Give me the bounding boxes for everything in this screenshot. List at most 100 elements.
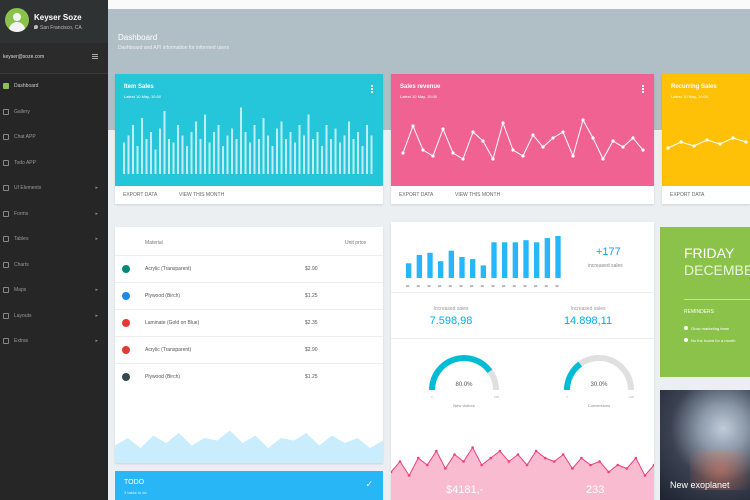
weekly-bar <box>555 236 561 278</box>
menu-toggle-icon[interactable] <box>92 54 98 59</box>
item-sales-bar <box>298 125 301 174</box>
export-data-button[interactable]: EXPORT DATA <box>670 192 705 198</box>
account-row[interactable]: keyser@soze.com <box>0 43 108 74</box>
news-photo-card[interactable]: New exoplanet <box>660 390 750 500</box>
sidebar-item-ui-elements[interactable]: UI Elements ▸ <box>0 176 108 202</box>
weekly-tick <box>459 285 463 287</box>
ui-icon <box>3 185 9 191</box>
item-sales-bar <box>253 125 256 174</box>
sidebar-item-charts[interactable]: Charts <box>0 253 108 279</box>
stat-label-2: Increased sales <box>570 306 606 312</box>
item-sales-bar <box>276 128 279 174</box>
area-series <box>391 447 654 500</box>
weekly-bar <box>427 252 433 278</box>
series-line <box>402 118 644 161</box>
item-sales-bar <box>150 132 153 174</box>
todo-card[interactable]: TODO 3 tasks to do ✓ <box>115 471 383 500</box>
sales-revenue-chart <box>401 118 645 161</box>
weekly-bar <box>459 257 465 278</box>
data-point <box>431 154 435 158</box>
sales-revenue-subtitle: Latest 10 May, 10:00 <box>400 94 438 99</box>
item-sales-bar <box>190 132 193 174</box>
sidebar-item-tables[interactable]: Tables ▸ <box>0 227 108 253</box>
gauge-max-1: 100 <box>494 395 500 399</box>
material-name: Plywood (Birch) <box>145 374 181 380</box>
avatar[interactable] <box>5 8 29 32</box>
table-row[interactable]: Acrylic (Transparent) $2.90 <box>115 336 383 363</box>
data-point <box>705 138 709 142</box>
stat-value-2: 14.898,11 <box>563 315 613 327</box>
data-point <box>652 463 654 467</box>
item-sales-bar <box>303 135 306 174</box>
sidebar-item-dashboard[interactable]: Dashboard <box>0 74 108 100</box>
weekly-tick <box>555 285 559 287</box>
sales-revenue-actions: EXPORT DATA VIEW THIS MONTH <box>391 186 654 204</box>
item-sales-bar <box>132 125 135 174</box>
view-month-button[interactable]: VIEW THIS MONTH <box>179 192 225 198</box>
export-data-button[interactable]: EXPORT DATA <box>399 192 434 198</box>
item-sales-bar <box>222 146 225 174</box>
more-options-icon[interactable] <box>642 85 644 93</box>
sidebar-item-extras[interactable]: Extras ▸ <box>0 329 108 355</box>
item-sales-bar <box>361 146 364 174</box>
data-point <box>501 121 505 125</box>
item-sales-bar <box>334 128 337 174</box>
table-row[interactable]: Plywood (Birch) $1.25 <box>115 363 383 390</box>
sidebar-item-layouts[interactable]: Layouts ▸ <box>0 304 108 330</box>
data-point <box>481 139 485 143</box>
sidebar-item-forms[interactable]: Forms ▸ <box>0 202 108 228</box>
data-point <box>407 474 411 477</box>
data-point <box>461 157 465 161</box>
reminder-item[interactable]: Grow marketing team <box>684 326 729 331</box>
profile-header[interactable]: Keyser Soze San Francisco, CA <box>0 0 108 43</box>
sidebar-item-chat-app[interactable]: Chat APP <box>0 125 108 151</box>
brand-logo-icon <box>122 265 130 273</box>
photo-caption: New exoplanet <box>670 480 730 490</box>
sidebar-item-label: Todo APP <box>14 159 36 166</box>
view-month-button[interactable]: VIEW THIS MONTH <box>455 192 501 198</box>
sidebar-item-label: UI Elements <box>14 185 42 191</box>
item-sales-bar <box>280 121 283 174</box>
weekly-bar <box>470 259 476 278</box>
data-point <box>607 470 610 474</box>
sidebar-item-gallery[interactable]: Gallery <box>0 100 108 126</box>
weekly-bar <box>416 254 422 278</box>
gauge-fill <box>429 355 493 391</box>
more-options-icon[interactable] <box>371 85 373 93</box>
gauge-value-2: 30.0% <box>590 382 608 388</box>
divider <box>684 299 750 300</box>
data-point <box>589 463 592 467</box>
item-sales-bar <box>204 114 207 174</box>
data-point <box>641 148 645 152</box>
data-point <box>444 467 447 470</box>
table-row[interactable]: Laminate (Gold on Blue) $2.35 <box>115 309 383 336</box>
item-sales-bar <box>330 139 333 174</box>
recurring-sales-actions: EXPORT DATA <box>662 186 750 204</box>
check-icon[interactable]: ✓ <box>365 479 373 489</box>
table-row[interactable]: Acrylic (Transparent) $2.90 <box>115 255 383 282</box>
maps-icon <box>3 287 9 293</box>
data-point <box>531 133 535 137</box>
sidebar-item-label: Charts <box>14 261 29 268</box>
data-point <box>621 145 625 149</box>
item-sales-bar <box>262 118 265 174</box>
table-row[interactable]: Plywood (Birch) $1.25 <box>115 282 383 309</box>
data-point <box>534 449 538 453</box>
export-data-button[interactable]: EXPORT DATA <box>123 192 158 198</box>
profile-location: San Francisco, CA <box>34 25 82 31</box>
reminder-item[interactable]: No the board for a month <box>684 338 735 343</box>
sidebar-item-todo-app[interactable]: Todo APP <box>0 151 108 177</box>
recurring-sales-card: Recurring Sales Latest 10 May, 10:00 EXP… <box>662 74 750 204</box>
item-sales-title: Item Sales <box>124 84 154 90</box>
gauge-value-1: 80.0% <box>455 382 473 388</box>
item-sales-bar <box>181 135 184 174</box>
item-sales-card: Item Sales Latest 10 May, 10:00 EXPORT D… <box>115 74 383 204</box>
weekly-tick <box>406 285 410 287</box>
data-point <box>451 151 455 155</box>
divider <box>391 338 654 339</box>
item-sales-bar <box>366 125 369 174</box>
gallery-icon <box>3 108 9 115</box>
chevron-right-icon: ▸ <box>95 185 98 191</box>
data-point <box>571 467 574 470</box>
sidebar-item-maps[interactable]: Maps ▸ <box>0 278 108 304</box>
